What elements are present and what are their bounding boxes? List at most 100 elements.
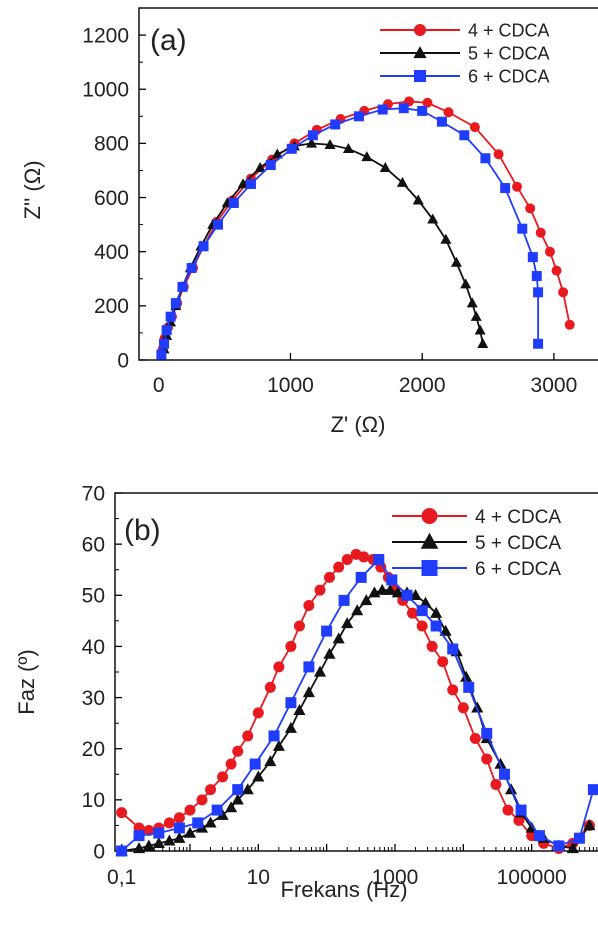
data-point bbox=[241, 783, 254, 795]
data-point bbox=[303, 600, 315, 612]
data-point bbox=[173, 822, 185, 834]
data-point bbox=[177, 281, 188, 292]
data-point bbox=[566, 842, 579, 854]
data-point bbox=[165, 311, 176, 322]
y-tick-label: 70 bbox=[82, 482, 105, 505]
data-point bbox=[422, 97, 433, 108]
panel-a-legend: 4 + CDCA 5 + CDCA 6 + CDCA bbox=[380, 20, 550, 86]
data-point bbox=[173, 831, 186, 843]
data-point bbox=[268, 730, 280, 742]
data-point bbox=[443, 107, 454, 118]
data-point bbox=[163, 834, 176, 846]
data-point bbox=[237, 178, 249, 189]
x-tick-label: 0 bbox=[153, 374, 165, 397]
data-point bbox=[183, 826, 197, 838]
y-tick-label: 600 bbox=[94, 187, 129, 210]
data-point bbox=[152, 837, 165, 849]
data-point bbox=[254, 162, 266, 173]
series-line bbox=[163, 142, 484, 350]
y-tick-label: 200 bbox=[94, 295, 129, 318]
data-point bbox=[558, 287, 569, 298]
data-point bbox=[481, 753, 493, 765]
data-point bbox=[302, 686, 315, 698]
data-point bbox=[481, 727, 493, 739]
data-point bbox=[242, 730, 254, 742]
data-point bbox=[358, 551, 370, 563]
legend-label: 5 + CDCA bbox=[468, 43, 550, 63]
data-point bbox=[384, 583, 397, 595]
data-point bbox=[401, 589, 413, 601]
data-point bbox=[271, 148, 283, 159]
data-point bbox=[211, 804, 223, 816]
data-point bbox=[225, 801, 238, 813]
data-point bbox=[338, 594, 350, 606]
data-point bbox=[360, 594, 373, 606]
data-point bbox=[460, 670, 473, 682]
data-point bbox=[447, 643, 459, 655]
data-point bbox=[379, 162, 391, 173]
y-tick-label: 1000 bbox=[82, 79, 129, 102]
data-point bbox=[419, 596, 432, 608]
data-point bbox=[533, 287, 544, 298]
series-line bbox=[160, 107, 539, 355]
y-tick-label: 50 bbox=[82, 585, 105, 608]
data-point bbox=[196, 794, 208, 806]
data-point bbox=[470, 310, 482, 321]
data-point bbox=[535, 227, 546, 238]
data-point bbox=[333, 561, 345, 573]
data-point bbox=[170, 298, 181, 309]
data-point bbox=[409, 588, 422, 600]
data-point bbox=[306, 137, 318, 148]
data-point bbox=[583, 819, 596, 831]
legend-label: 6 + CDCA bbox=[475, 559, 561, 580]
legend-label: 5 + CDCA bbox=[475, 533, 561, 554]
data-point bbox=[323, 647, 336, 659]
data-point bbox=[531, 271, 542, 282]
x-tick-label: 2000 bbox=[399, 374, 446, 397]
data-point bbox=[217, 771, 229, 783]
y-tick-label: 20 bbox=[82, 738, 105, 761]
data-point bbox=[163, 817, 175, 829]
data-point bbox=[406, 607, 418, 619]
data-point bbox=[173, 812, 185, 824]
data-point bbox=[264, 681, 276, 693]
data-point bbox=[469, 122, 480, 133]
data-point bbox=[396, 176, 408, 187]
y-tick-label: 0 bbox=[93, 840, 105, 863]
data-point bbox=[426, 640, 438, 652]
data-point bbox=[553, 840, 565, 852]
data-point bbox=[324, 138, 336, 149]
data-point bbox=[159, 338, 170, 349]
data-point bbox=[573, 832, 585, 844]
y-tick-label: 1200 bbox=[82, 24, 129, 47]
data-point bbox=[116, 845, 128, 857]
data-point bbox=[245, 179, 256, 189]
data-point bbox=[353, 111, 364, 122]
data-point bbox=[376, 583, 389, 595]
data-point bbox=[436, 116, 447, 127]
data-point bbox=[332, 632, 345, 644]
data-point bbox=[341, 617, 354, 629]
y-tick-label: 10 bbox=[82, 789, 105, 812]
panel-b-label: (b) bbox=[124, 514, 161, 547]
data-point bbox=[439, 624, 452, 636]
data-point bbox=[142, 839, 155, 851]
x-tick-label: 0,1 bbox=[107, 866, 136, 889]
data-point bbox=[466, 297, 478, 308]
data-point bbox=[477, 338, 489, 349]
data-point bbox=[265, 160, 276, 171]
legend-marker bbox=[414, 70, 426, 82]
x-tick-label: 1000 bbox=[267, 374, 314, 397]
series-line bbox=[121, 558, 595, 852]
data-point bbox=[500, 183, 511, 194]
y-tick-label: 30 bbox=[82, 687, 105, 710]
data-point bbox=[551, 265, 562, 276]
panel-b-bode-phase-plot: 0,1 10 1000 100000 0 10 20 30 40 50 60 70 (b) 4 + C… bbox=[14, 482, 598, 902]
data-point bbox=[373, 553, 385, 565]
series-3 bbox=[116, 553, 598, 857]
data-point bbox=[186, 262, 197, 273]
data-point bbox=[133, 830, 145, 842]
data-point bbox=[231, 793, 244, 805]
data-point bbox=[512, 181, 523, 192]
